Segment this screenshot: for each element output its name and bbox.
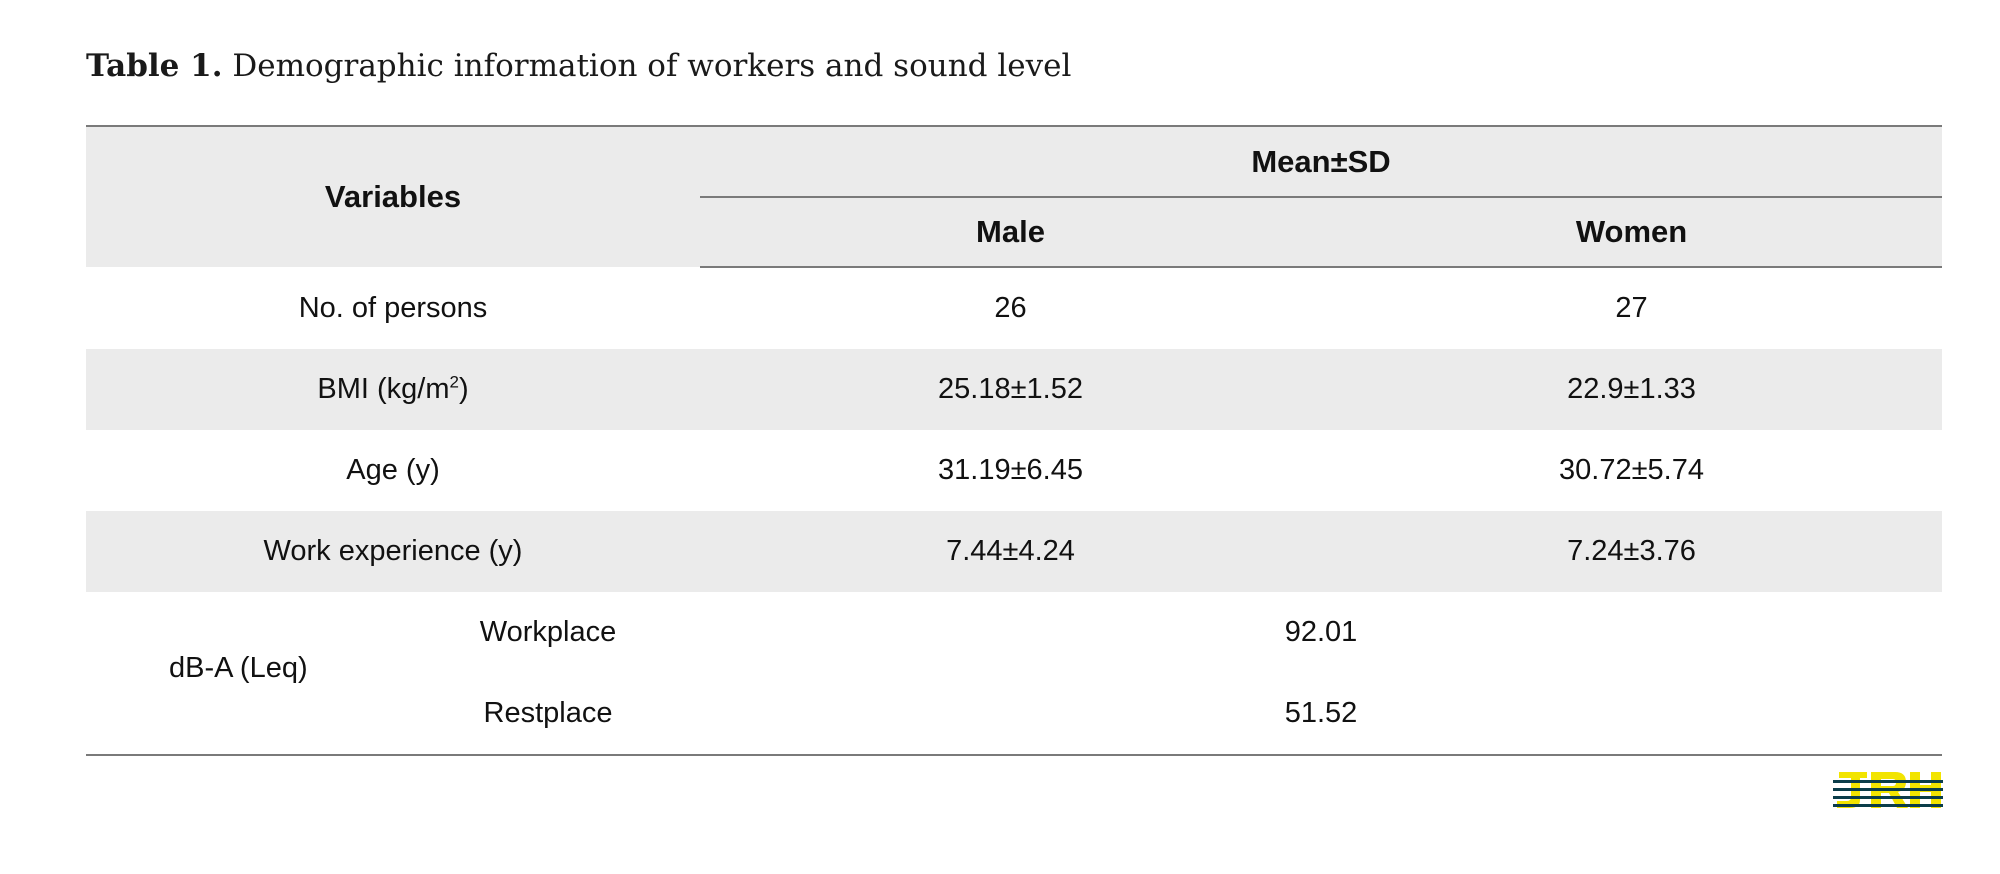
women-value: 27 (1615, 292, 1648, 324)
header-mean-sd: Mean±SD (700, 125, 1943, 198)
table-row: Age (y) 31.19±6.45 30.72±5.74 (86, 430, 1942, 511)
jrh-logo (1833, 770, 1943, 810)
row-label: No. of persons (298, 291, 488, 324)
bmi-label-end: ) (458, 373, 469, 405)
header-women: Women (1321, 197, 1943, 268)
row-label: BMI (kg/m2) (86, 349, 700, 430)
demographics-table: Variables Mean±SD Male Women No. of pers… (86, 125, 1943, 756)
header-variables: Variables (86, 125, 700, 267)
sound-level-label: dB-A (Leq) (169, 652, 308, 684)
bmi-superscript: 2 (449, 372, 459, 392)
restplace-label-cell: Restplace (86, 673, 700, 756)
jrh-logo-image (1833, 770, 1943, 810)
caption-label: Table 1. (86, 48, 223, 84)
bmi-label: BMI (kg/m (317, 373, 450, 405)
male-value: 7.44±4.24 (700, 511, 1321, 592)
table-row: No. of persons 26 27 (86, 267, 1942, 349)
women-value: 7.24±3.76 (1321, 511, 1943, 592)
workplace-label: Workplace (479, 616, 617, 648)
table-row: Work experience (y) 7.44±4.24 7.24±3.76 (86, 511, 1943, 592)
restplace-label: Restplace (483, 697, 613, 729)
sound-label-cell: dB-A (Leq) Workplace (86, 592, 700, 684)
row-label: Work experience (y) (86, 511, 700, 592)
women-value: 30.72±5.74 (1559, 454, 1704, 486)
row-label: Age (y) (346, 454, 440, 486)
table-row: dB-A (Leq) Workplace 92.01 (86, 592, 1942, 684)
male-value: 31.19±6.45 (938, 454, 1083, 486)
caption-text: Demographic information of workers and s… (232, 48, 1072, 84)
workplace-value: 92.01 (1284, 616, 1358, 648)
table-caption: Table 1. Demographic information of work… (86, 48, 1071, 84)
male-value: 25.18±1.52 (700, 349, 1321, 430)
table-row: BMI (kg/m2) 25.18±1.52 22.9±1.33 (86, 349, 1943, 430)
table-row: Restplace 51.52 (86, 673, 1943, 756)
header-male: Male (700, 197, 1321, 268)
women-value: 22.9±1.33 (1321, 349, 1943, 430)
restplace-value: 51.52 (700, 673, 1943, 756)
male-value: 26 (994, 292, 1027, 324)
